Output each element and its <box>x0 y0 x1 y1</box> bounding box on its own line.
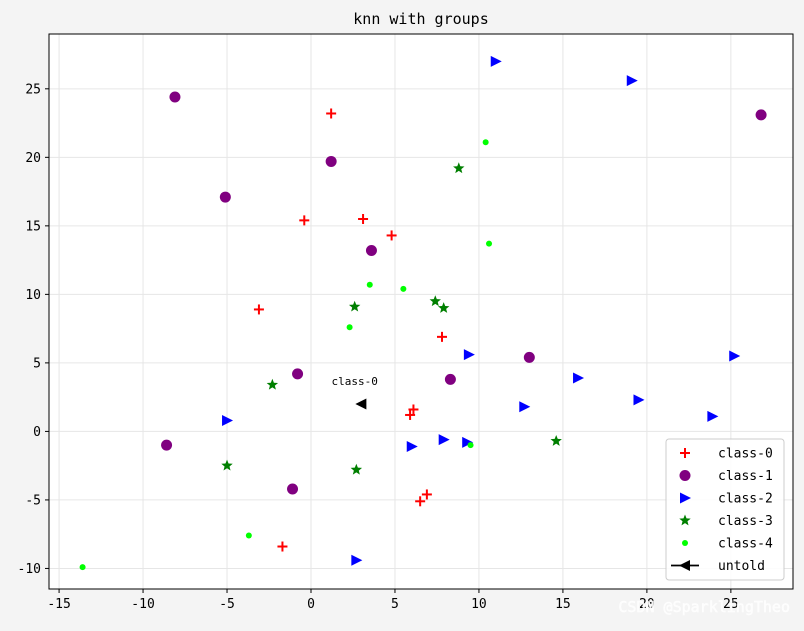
class-4-point <box>467 442 474 449</box>
legend-marker-class-3 <box>679 514 691 526</box>
class-2-point <box>633 394 645 406</box>
legend-label: class-2 <box>718 492 773 507</box>
axes: -15 -10 -5 0 5 10 15 20 25 -10 -5 0 5 10 15 20 25 <box>18 82 739 612</box>
series-class-1 <box>161 91 767 495</box>
legend-label: untold <box>718 559 765 574</box>
class-3-point <box>350 463 363 475</box>
annotation-label: class-0 <box>331 375 377 388</box>
y-tick-label: -10 <box>18 562 41 577</box>
y-tick-label: 5 <box>33 356 41 371</box>
class-3-point <box>437 302 450 313</box>
x-tick-label: 20 <box>639 597 655 612</box>
chart-title: knn with groups <box>353 10 488 28</box>
legend: class-0 class-1 class-2 class-3 class-4 untol… <box>665 438 785 581</box>
class-2-point <box>519 401 531 413</box>
class-1-point <box>365 245 377 257</box>
series-class-4 <box>79 139 493 571</box>
class-2-point <box>573 372 585 384</box>
y-tick-label: 0 <box>33 425 41 440</box>
class-0-point <box>405 409 416 420</box>
class-2-point <box>351 554 363 566</box>
y-tick-label: 15 <box>25 219 41 234</box>
x-tick-label: -15 <box>47 597 70 612</box>
class-3-point <box>348 300 361 312</box>
class-1-point <box>292 368 304 380</box>
class-0-point <box>358 214 369 224</box>
x-tick-label: -10 <box>131 597 154 612</box>
class-0-point <box>326 108 337 119</box>
x-tick-label: 10 <box>471 597 487 612</box>
x-tick-label: 15 <box>555 597 571 612</box>
class-3-point <box>266 378 279 390</box>
class-1-point <box>161 439 173 451</box>
class-0-point <box>299 215 310 226</box>
class-4-point <box>482 139 489 146</box>
class-4-point <box>400 285 407 292</box>
class-4-point <box>366 281 373 288</box>
class-1-point <box>169 91 181 103</box>
class-1-point <box>755 109 767 121</box>
series-class-2 <box>222 55 741 566</box>
x-tick-label: 5 <box>391 597 399 612</box>
legend-marker-class-1 <box>679 470 691 481</box>
x-tick-label: 0 <box>307 597 315 612</box>
watermark: CSDN @SparklingTheo <box>618 598 790 616</box>
data-points <box>79 55 767 571</box>
legend-label: class-4 <box>718 537 773 552</box>
class-0-point <box>386 230 397 241</box>
y-tick-label: 10 <box>25 288 41 303</box>
class-2-point <box>729 350 741 362</box>
class-2-point <box>438 434 450 446</box>
class-0-point <box>415 496 426 507</box>
plot-frame <box>48 33 794 590</box>
class-4-point <box>79 564 86 571</box>
class-3-point <box>429 295 441 307</box>
legend-label: class-0 <box>718 447 773 462</box>
class-0-point <box>277 541 288 552</box>
legend-marker-class-2 <box>680 492 691 504</box>
untold-point <box>355 398 367 410</box>
legend-marker-class-0 <box>680 448 690 458</box>
class-0-point <box>436 331 447 342</box>
class-0-point <box>253 304 264 315</box>
y-tick-label: 20 <box>25 151 41 166</box>
legend-marker-class-4 <box>682 540 688 546</box>
y-tick-label: 25 <box>25 82 41 97</box>
class-1-point <box>219 191 231 203</box>
class-2-point <box>463 349 475 361</box>
class-4-point <box>346 324 353 331</box>
class-2-point <box>490 55 502 67</box>
legend-label: class-3 <box>718 514 773 529</box>
class-1-point <box>287 483 299 495</box>
class-4-point <box>486 240 493 247</box>
class-4-point <box>245 532 252 539</box>
x-tick-label: -5 <box>219 597 235 612</box>
series-class-3 <box>221 162 562 475</box>
class-3-point <box>453 162 465 174</box>
annotations: class-0 <box>331 375 377 388</box>
class-2-point <box>406 440 418 452</box>
class-3-point <box>550 435 562 446</box>
series-class-0 <box>253 108 447 552</box>
legend-marker-untold <box>679 560 690 571</box>
class-1-point <box>523 351 535 363</box>
class-3-point <box>221 459 233 471</box>
class-2-point <box>222 414 234 426</box>
class-1-point <box>444 373 456 385</box>
legend-box <box>665 438 785 581</box>
class-0-point <box>421 489 432 500</box>
class-2-point <box>707 410 719 422</box>
class-2-point <box>462 436 474 448</box>
class-0-point <box>408 404 419 415</box>
class-1-point <box>325 155 337 167</box>
series-untold <box>355 398 367 410</box>
x-tick-label: 25 <box>723 597 739 612</box>
class-2-point <box>626 75 638 87</box>
y-tick-label: -5 <box>25 493 41 508</box>
legend-label: class-1 <box>718 469 773 484</box>
